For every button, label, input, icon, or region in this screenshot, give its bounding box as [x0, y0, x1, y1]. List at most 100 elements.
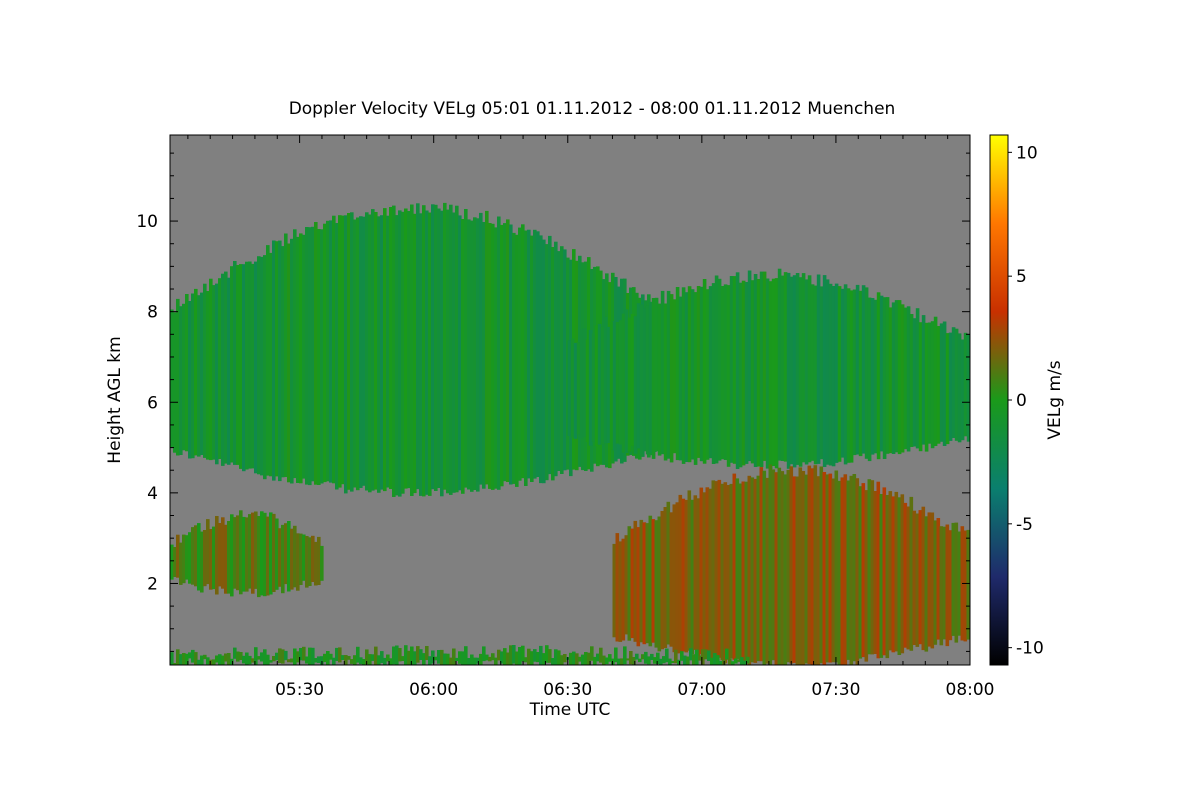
- velocity-column: [756, 279, 761, 467]
- velocity-column: [780, 471, 785, 665]
- velocity-column: [716, 655, 720, 665]
- velocity-column: [765, 477, 770, 664]
- velocity-column: [939, 526, 944, 646]
- velocity-column: [320, 229, 324, 484]
- velocity-column: [683, 655, 687, 665]
- velocity-column: [662, 656, 666, 664]
- velocity-column: [726, 285, 731, 467]
- velocity-column: [224, 524, 228, 594]
- velocity-column: [711, 480, 716, 663]
- velocity-column: [347, 656, 351, 660]
- velocity-column: [596, 653, 600, 662]
- velocity-column: [632, 657, 636, 665]
- velocity-column: [879, 494, 884, 658]
- velocity-column: [822, 472, 827, 665]
- velocity-column: [621, 313, 626, 453]
- velocity-column: [936, 518, 941, 640]
- velocity-column: [602, 655, 606, 665]
- velocity-column: [945, 524, 950, 647]
- velocity-column: [491, 223, 495, 490]
- velocity-column: [461, 651, 465, 665]
- velocity-column: [539, 645, 543, 665]
- velocity-column: [356, 646, 360, 663]
- velocity-column: [831, 286, 836, 467]
- velocity-column: [317, 656, 321, 663]
- velocity-column: [359, 216, 363, 488]
- velocity-column: [762, 271, 767, 461]
- velocity-column: [242, 655, 246, 664]
- velocity-column: [305, 656, 309, 664]
- velocity-column: [461, 219, 465, 494]
- velocity-column: [314, 541, 318, 586]
- velocity-column: [482, 646, 486, 662]
- velocity-column: [230, 658, 234, 665]
- velocity-column: [185, 653, 189, 665]
- velocity-column: [585, 339, 590, 442]
- velocity-column: [942, 526, 947, 640]
- velocity-column: [741, 481, 746, 664]
- colorbar-tick-label: -10: [1016, 639, 1044, 659]
- velocity-region: [170, 202, 660, 497]
- velocity-column: [822, 275, 827, 467]
- velocity-column: [575, 653, 579, 665]
- velocity-column: [191, 527, 195, 585]
- velocity-column: [374, 212, 378, 490]
- plot-frame: [169, 134, 971, 666]
- velocity-column: [557, 251, 561, 471]
- velocity-column: [458, 651, 462, 664]
- velocity-column: [909, 314, 914, 447]
- velocity-column: [858, 486, 863, 659]
- velocity-column: [254, 511, 258, 589]
- velocity-column: [645, 305, 650, 455]
- velocity-column: [245, 652, 249, 665]
- velocity-column: [344, 655, 348, 665]
- velocity-column: [311, 226, 315, 482]
- velocity-column: [350, 659, 354, 664]
- velocity-column: [386, 654, 390, 662]
- velocity-column: [807, 465, 812, 665]
- velocity-column: [924, 516, 929, 652]
- velocity-column: [176, 649, 180, 665]
- velocity-column: [509, 224, 513, 485]
- velocity-column: [263, 649, 267, 665]
- velocity-column: [717, 479, 722, 658]
- velocity-column: [774, 472, 779, 665]
- velocity-column: [885, 297, 890, 454]
- velocity-column: [594, 325, 599, 447]
- velocity-column: [642, 522, 647, 645]
- velocity-column: [482, 222, 486, 489]
- velocity-column: [218, 523, 222, 587]
- velocity-column: [335, 647, 339, 661]
- velocity-column: [404, 208, 408, 489]
- velocity-column: [413, 651, 417, 665]
- velocity-column: [494, 227, 498, 489]
- velocity-column: [654, 297, 659, 452]
- velocity-column: [912, 318, 917, 447]
- velocity-column: [837, 480, 842, 665]
- velocity-column: [341, 655, 345, 660]
- velocity-column: [603, 316, 608, 444]
- velocity-column: [359, 657, 363, 665]
- velocity-column: [882, 487, 887, 656]
- velocity-column: [227, 653, 231, 665]
- velocity-column: [659, 658, 663, 665]
- velocity-column: [191, 649, 195, 663]
- y-tick-label: 4: [147, 484, 158, 504]
- velocity-column: [452, 648, 456, 665]
- velocity-column: [527, 229, 531, 479]
- velocity-column: [434, 656, 438, 661]
- velocity-column: [230, 514, 234, 597]
- x-tick-label: 07:00: [677, 680, 726, 700]
- velocity-column: [419, 649, 423, 660]
- velocity-column: [515, 651, 519, 665]
- velocity-column: [251, 263, 255, 469]
- velocity-column: [930, 321, 935, 449]
- velocity-column: [266, 516, 270, 596]
- velocity-column: [275, 652, 279, 661]
- velocity-column: [636, 303, 641, 449]
- velocity-column: [885, 495, 890, 659]
- velocity-column: [729, 276, 734, 463]
- velocity-column: [500, 651, 504, 664]
- velocity-column: [254, 261, 258, 474]
- velocity-column: [263, 255, 267, 480]
